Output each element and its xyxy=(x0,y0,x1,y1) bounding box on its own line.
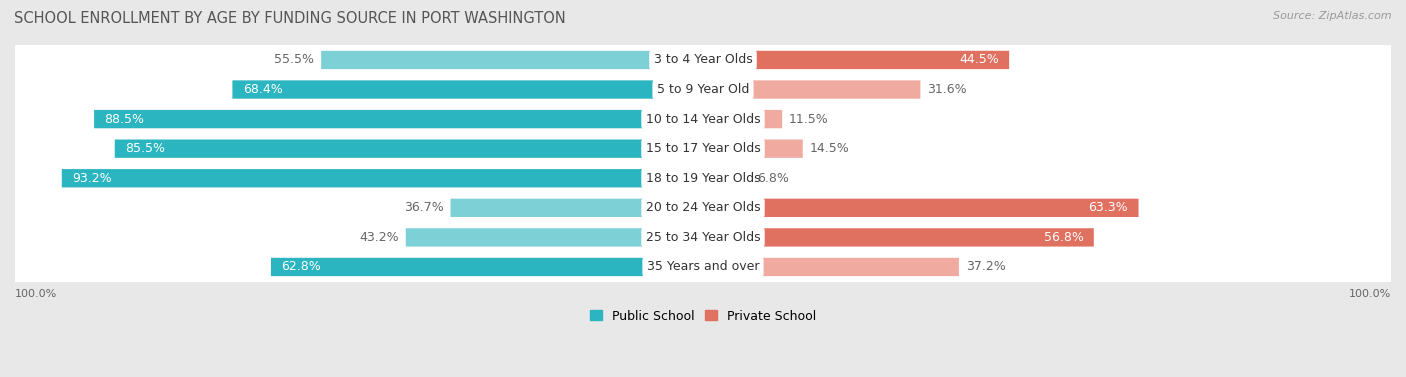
FancyBboxPatch shape xyxy=(703,169,749,187)
Text: 31.6%: 31.6% xyxy=(928,83,967,96)
Text: 100.0%: 100.0% xyxy=(1348,289,1391,299)
Legend: Public School, Private School: Public School, Private School xyxy=(585,305,821,328)
FancyBboxPatch shape xyxy=(13,98,1393,141)
FancyBboxPatch shape xyxy=(13,216,1393,259)
FancyBboxPatch shape xyxy=(406,228,703,247)
Text: 3 to 4 Year Olds: 3 to 4 Year Olds xyxy=(654,54,752,66)
FancyBboxPatch shape xyxy=(703,110,782,128)
FancyBboxPatch shape xyxy=(13,38,1393,81)
Text: 25 to 34 Year Olds: 25 to 34 Year Olds xyxy=(645,231,761,244)
FancyBboxPatch shape xyxy=(703,51,1010,69)
FancyBboxPatch shape xyxy=(321,51,703,69)
Text: 15 to 17 Year Olds: 15 to 17 Year Olds xyxy=(645,142,761,155)
FancyBboxPatch shape xyxy=(13,68,1393,111)
Text: 93.2%: 93.2% xyxy=(72,172,111,185)
Text: 10 to 14 Year Olds: 10 to 14 Year Olds xyxy=(645,113,761,126)
Text: 36.7%: 36.7% xyxy=(404,201,444,215)
Text: 68.4%: 68.4% xyxy=(243,83,283,96)
FancyBboxPatch shape xyxy=(271,258,703,276)
FancyBboxPatch shape xyxy=(232,80,703,99)
Text: 37.2%: 37.2% xyxy=(966,261,1005,273)
Text: 11.5%: 11.5% xyxy=(789,113,828,126)
FancyBboxPatch shape xyxy=(13,186,1393,230)
Text: Source: ZipAtlas.com: Source: ZipAtlas.com xyxy=(1274,11,1392,21)
FancyBboxPatch shape xyxy=(703,80,921,99)
Text: 56.8%: 56.8% xyxy=(1043,231,1084,244)
FancyBboxPatch shape xyxy=(115,139,703,158)
Text: 63.3%: 63.3% xyxy=(1088,201,1128,215)
FancyBboxPatch shape xyxy=(13,245,1393,288)
Text: 44.5%: 44.5% xyxy=(959,54,998,66)
Text: 14.5%: 14.5% xyxy=(810,142,849,155)
FancyBboxPatch shape xyxy=(94,110,703,128)
Text: 100.0%: 100.0% xyxy=(15,289,58,299)
FancyBboxPatch shape xyxy=(703,199,1139,217)
FancyBboxPatch shape xyxy=(450,199,703,217)
Text: 20 to 24 Year Olds: 20 to 24 Year Olds xyxy=(645,201,761,215)
Text: 55.5%: 55.5% xyxy=(274,54,315,66)
Text: 5 to 9 Year Old: 5 to 9 Year Old xyxy=(657,83,749,96)
Text: 35 Years and over: 35 Years and over xyxy=(647,261,759,273)
Text: 18 to 19 Year Olds: 18 to 19 Year Olds xyxy=(645,172,761,185)
Text: 62.8%: 62.8% xyxy=(281,261,321,273)
FancyBboxPatch shape xyxy=(13,127,1393,170)
FancyBboxPatch shape xyxy=(62,169,703,187)
Text: 6.8%: 6.8% xyxy=(756,172,789,185)
FancyBboxPatch shape xyxy=(13,157,1393,200)
Text: 43.2%: 43.2% xyxy=(360,231,399,244)
Text: SCHOOL ENROLLMENT BY AGE BY FUNDING SOURCE IN PORT WASHINGTON: SCHOOL ENROLLMENT BY AGE BY FUNDING SOUR… xyxy=(14,11,565,26)
FancyBboxPatch shape xyxy=(703,228,1094,247)
Text: 85.5%: 85.5% xyxy=(125,142,165,155)
Text: 88.5%: 88.5% xyxy=(104,113,145,126)
FancyBboxPatch shape xyxy=(703,258,959,276)
FancyBboxPatch shape xyxy=(703,139,803,158)
